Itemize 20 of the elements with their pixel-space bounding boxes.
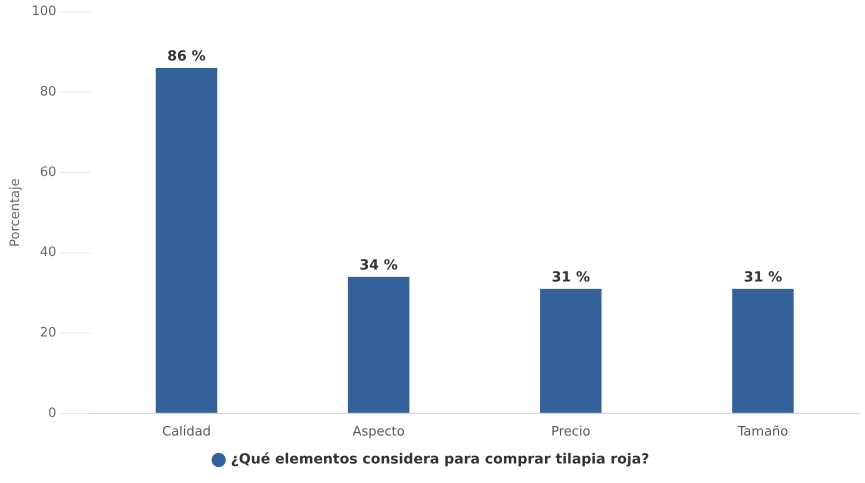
bar — [156, 68, 218, 413]
y-tick-label: 80 — [40, 84, 56, 100]
y-tick-label: 60 — [40, 164, 56, 180]
text: 86 % — [167, 48, 206, 65]
x-tick-label: Precio — [551, 424, 591, 440]
x-tick-label: Aspecto — [352, 424, 405, 440]
y-tick-label: 40 — [40, 245, 56, 260]
x-tick-label: Tamaño — [736, 424, 788, 440]
y-tick-label: 20 — [40, 325, 56, 340]
text: 31 % — [552, 270, 590, 286]
y-tick-label: 100 — [32, 4, 56, 20]
text: 34 % — [359, 257, 398, 274]
bar — [732, 288, 794, 413]
bar — [348, 276, 410, 413]
legend-label: ¿Qué elementos considera para comprar tilapia roja? — [230, 452, 650, 468]
x-tick-label: Calidad — [162, 424, 211, 440]
y-axis-title: Porcentaje — [8, 178, 24, 247]
bar — [540, 288, 602, 413]
y-tick-label: 0 — [48, 406, 56, 421]
text: 31 % — [744, 270, 782, 286]
